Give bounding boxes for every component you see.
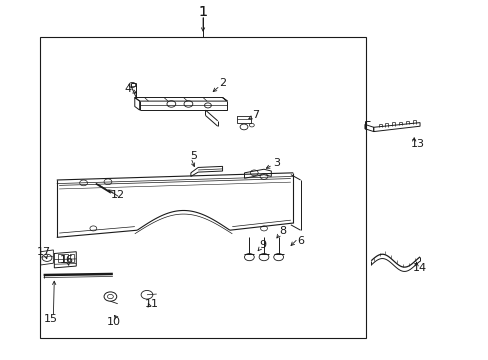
Bar: [40, 37, 366, 338]
Text: 17: 17: [37, 247, 51, 257]
Text: 6: 6: [297, 236, 304, 246]
Text: 15: 15: [43, 314, 57, 324]
Text: 10: 10: [107, 317, 121, 327]
Text: 4: 4: [124, 84, 132, 94]
Text: 11: 11: [144, 299, 159, 309]
Text: 14: 14: [412, 263, 426, 273]
Text: 16: 16: [60, 255, 73, 265]
Text: 3: 3: [272, 158, 279, 168]
Text: 5: 5: [189, 150, 196, 161]
Text: 1: 1: [198, 5, 207, 19]
Text: 12: 12: [110, 190, 124, 200]
Text: 7: 7: [251, 110, 258, 120]
Text: 2: 2: [219, 78, 225, 88]
Text: 13: 13: [410, 139, 424, 149]
Text: 8: 8: [278, 226, 285, 236]
Text: 1: 1: [198, 5, 207, 19]
Text: 9: 9: [259, 240, 266, 250]
